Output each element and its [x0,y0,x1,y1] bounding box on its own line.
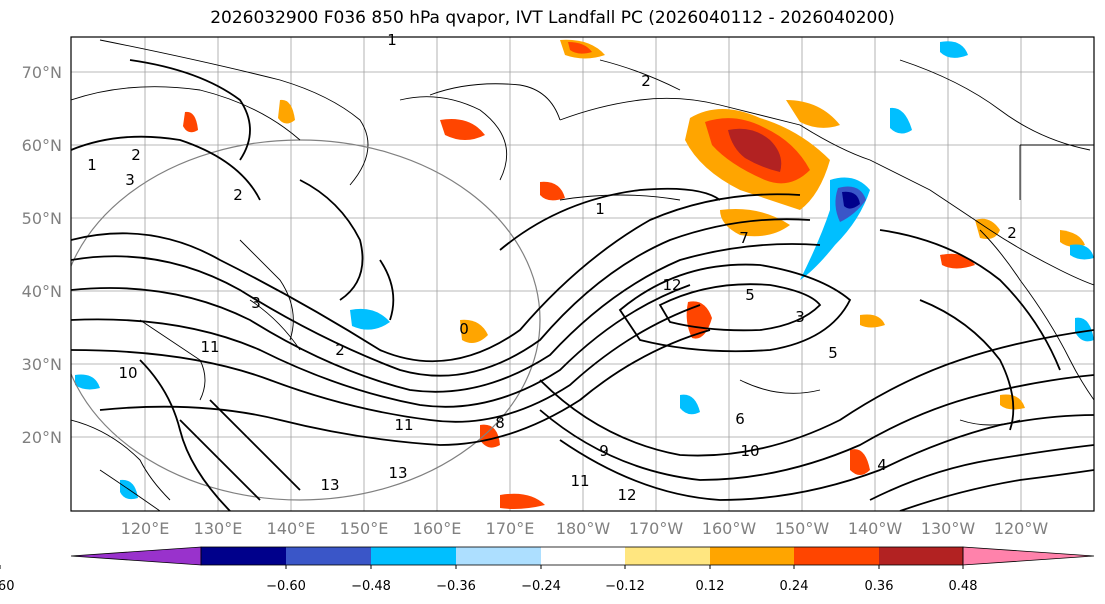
contour-label: 10 [118,364,137,382]
longitude-label: 130°W [921,519,976,538]
colorbar-frame [200,546,964,566]
colorbar-tick-label: 0.36 [865,579,894,594]
colorbar-extend-low [70,546,202,566]
colorbar-segment [286,547,371,565]
contour-label: 9 [599,442,609,460]
longitude-label: 120°W [994,519,1049,538]
contour-label: 3 [125,171,135,189]
colorbar-tick-label: 0.12 [696,579,725,594]
contour-label: 10 [740,442,759,460]
colorbar-tick-label: 0.24 [780,579,809,594]
contour-label: 8 [495,414,505,432]
longitude-label: 140°W [848,519,903,538]
map-title: 2026032900 F036 850 hPa qvapor, IVT Land… [210,8,895,28]
colorbar-segment [456,547,541,565]
shaded-anomalies [183,39,1085,509]
map-border [70,36,1095,512]
contour-label: 3 [795,308,805,326]
longitude-label: 150°W [775,519,830,538]
coastlines [71,39,1094,501]
contour-label: 4 [877,456,887,474]
longitude-labels: 120°E 130°E 140°E 150°E 160°E 170°E 180°W 170°W… [121,519,1049,538]
longitude-label: 170°E [486,519,535,538]
contour-label: 2 [131,146,141,164]
contour-label: 11 [200,338,219,356]
colorbar-segment [371,547,456,565]
latitude-label: 70°N [22,63,62,82]
contour-label: 2 [233,186,243,204]
longitude-label: 160°W [702,519,757,538]
colorbar-extend-high [962,546,1095,566]
colorbar-segment [710,547,794,565]
contour-label: 12 [617,486,636,504]
colorbar-tick-label: −0.60 [266,579,306,594]
contour-label: 7 [739,229,749,247]
latitude-label: 30°N [22,355,62,374]
longitude-label: 130°E [194,519,243,538]
latitude-label: 20°N [22,428,62,447]
contour-label: 1 [595,200,605,218]
colorbar-tick-label: −0.48 [351,579,391,594]
colorbar-tick-label: −0.24 [521,579,561,594]
longitude-label: 150°E [340,519,389,538]
contour-label: 2 [335,341,345,359]
longitude-label: 120°E [121,519,170,538]
colorbar-segment [879,547,963,565]
colorbar-segment [201,547,286,565]
contour-label: 5 [745,286,755,304]
thin-contour-lines [71,59,1091,511]
gridlines [71,37,1094,511]
colorbar-tick-labels: −0.60 −0.48 −0.36 −0.24 −0.12 0.12 0.24 0.36 0.4… [0,565,977,594]
contour-label: 1 [87,156,97,174]
contour-label: 6 [735,410,745,428]
contour-label: 2 [1007,224,1017,242]
contour-lines [71,59,1094,511]
contour-label: 13 [320,476,339,494]
contour-label: 0 [459,320,469,338]
contour-label: 11 [570,472,589,490]
colorbar-tick-label: 0.60 [0,579,14,594]
latitude-label: 60°N [22,136,62,155]
longitude-label: 180°W [556,519,611,538]
contour-label: 2 [641,72,651,90]
longitude-label: 170°W [629,519,684,538]
contour-label: 1 [387,31,397,49]
latitude-label: 50°N [22,209,62,228]
shaded-negative-anomalies [75,41,1094,500]
contour-label: 11 [394,416,413,434]
colorbar [70,546,1095,566]
latitude-label: 40°N [22,282,62,301]
latitude-labels: 70°N 60°N 50°N 40°N 30°N 20°N [22,63,62,447]
contour-label: 5 [828,344,838,362]
colorbar-segment [541,547,625,565]
contour-label: 12 [662,276,681,294]
contour-label: 3 [251,294,261,312]
colorbar-segment [625,547,710,565]
longitude-label: 140°E [267,519,316,538]
colorbar-tick-label: 0.48 [949,579,978,594]
colorbar-tick-label: −0.36 [436,579,476,594]
colorbar-segment [794,547,879,565]
longitude-label: 160°E [413,519,462,538]
contour-label: 13 [388,464,407,482]
colorbar-tick-label: −0.12 [605,579,645,594]
